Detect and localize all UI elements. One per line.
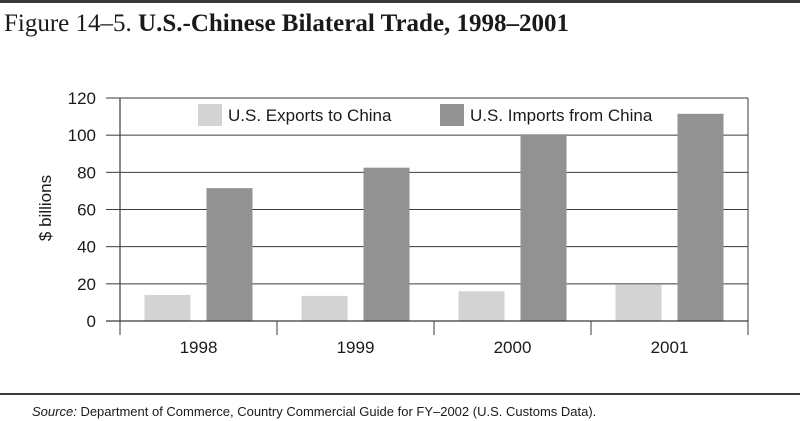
bars (144, 113, 724, 321)
x-tick-label-2001: 2001 (651, 338, 689, 357)
y-tick-label-80: 80 (77, 163, 96, 182)
source-text: Department of Commerce, Country Commerci… (80, 404, 597, 419)
figure-title-text: U.S.-Chinese Bilateral Trade, 1998–2001 (138, 10, 570, 37)
bottom-rule (0, 393, 800, 395)
bar-imports-1999 (363, 167, 410, 321)
axes: 0 20 40 60 80 100 120 1998 1999 2000 2001 (68, 89, 749, 357)
bar-exports-2001 (615, 284, 662, 321)
bar-chart: 0 20 40 60 80 100 120 1998 1999 2000 2001 U.S. Exp… (36, 89, 749, 357)
y-axis-label: $ billions (36, 175, 55, 241)
bar-exports-1999 (301, 295, 348, 321)
bar-exports-1998 (144, 294, 191, 321)
legend: U.S. Exports to China U.S. Imports from C… (198, 104, 653, 126)
bar-imports-1998 (206, 188, 253, 321)
figure-title: Figure 14–5. U.S.-Chinese Bilateral Trad… (4, 10, 569, 38)
bar-exports-2000 (458, 291, 505, 321)
legend-label-exports: U.S. Exports to China (228, 106, 392, 125)
legend-label-imports: U.S. Imports from China (470, 106, 653, 125)
bar-imports-2001 (677, 113, 724, 321)
y-tick-label-60: 60 (77, 201, 96, 220)
bar-imports-2000 (520, 134, 567, 321)
legend-swatch-imports (440, 104, 464, 126)
y-tick-label-120: 120 (68, 89, 96, 108)
figure-number: Figure 14–5. (4, 10, 132, 37)
legend-swatch-exports (198, 104, 222, 126)
x-tick-label-1999: 1999 (337, 338, 375, 357)
y-tick-label-100: 100 (68, 126, 96, 145)
y-tick-label-20: 20 (77, 275, 96, 294)
top-rule (0, 0, 800, 3)
y-tick-label-40: 40 (77, 238, 96, 257)
x-tick-label-1998: 1998 (180, 338, 218, 357)
source-prefix: Source: (32, 404, 77, 419)
source-note: Source: Department of Commerce, Country … (32, 404, 596, 419)
y-tick-label-0: 0 (87, 312, 96, 331)
x-tick-label-2000: 2000 (494, 338, 532, 357)
